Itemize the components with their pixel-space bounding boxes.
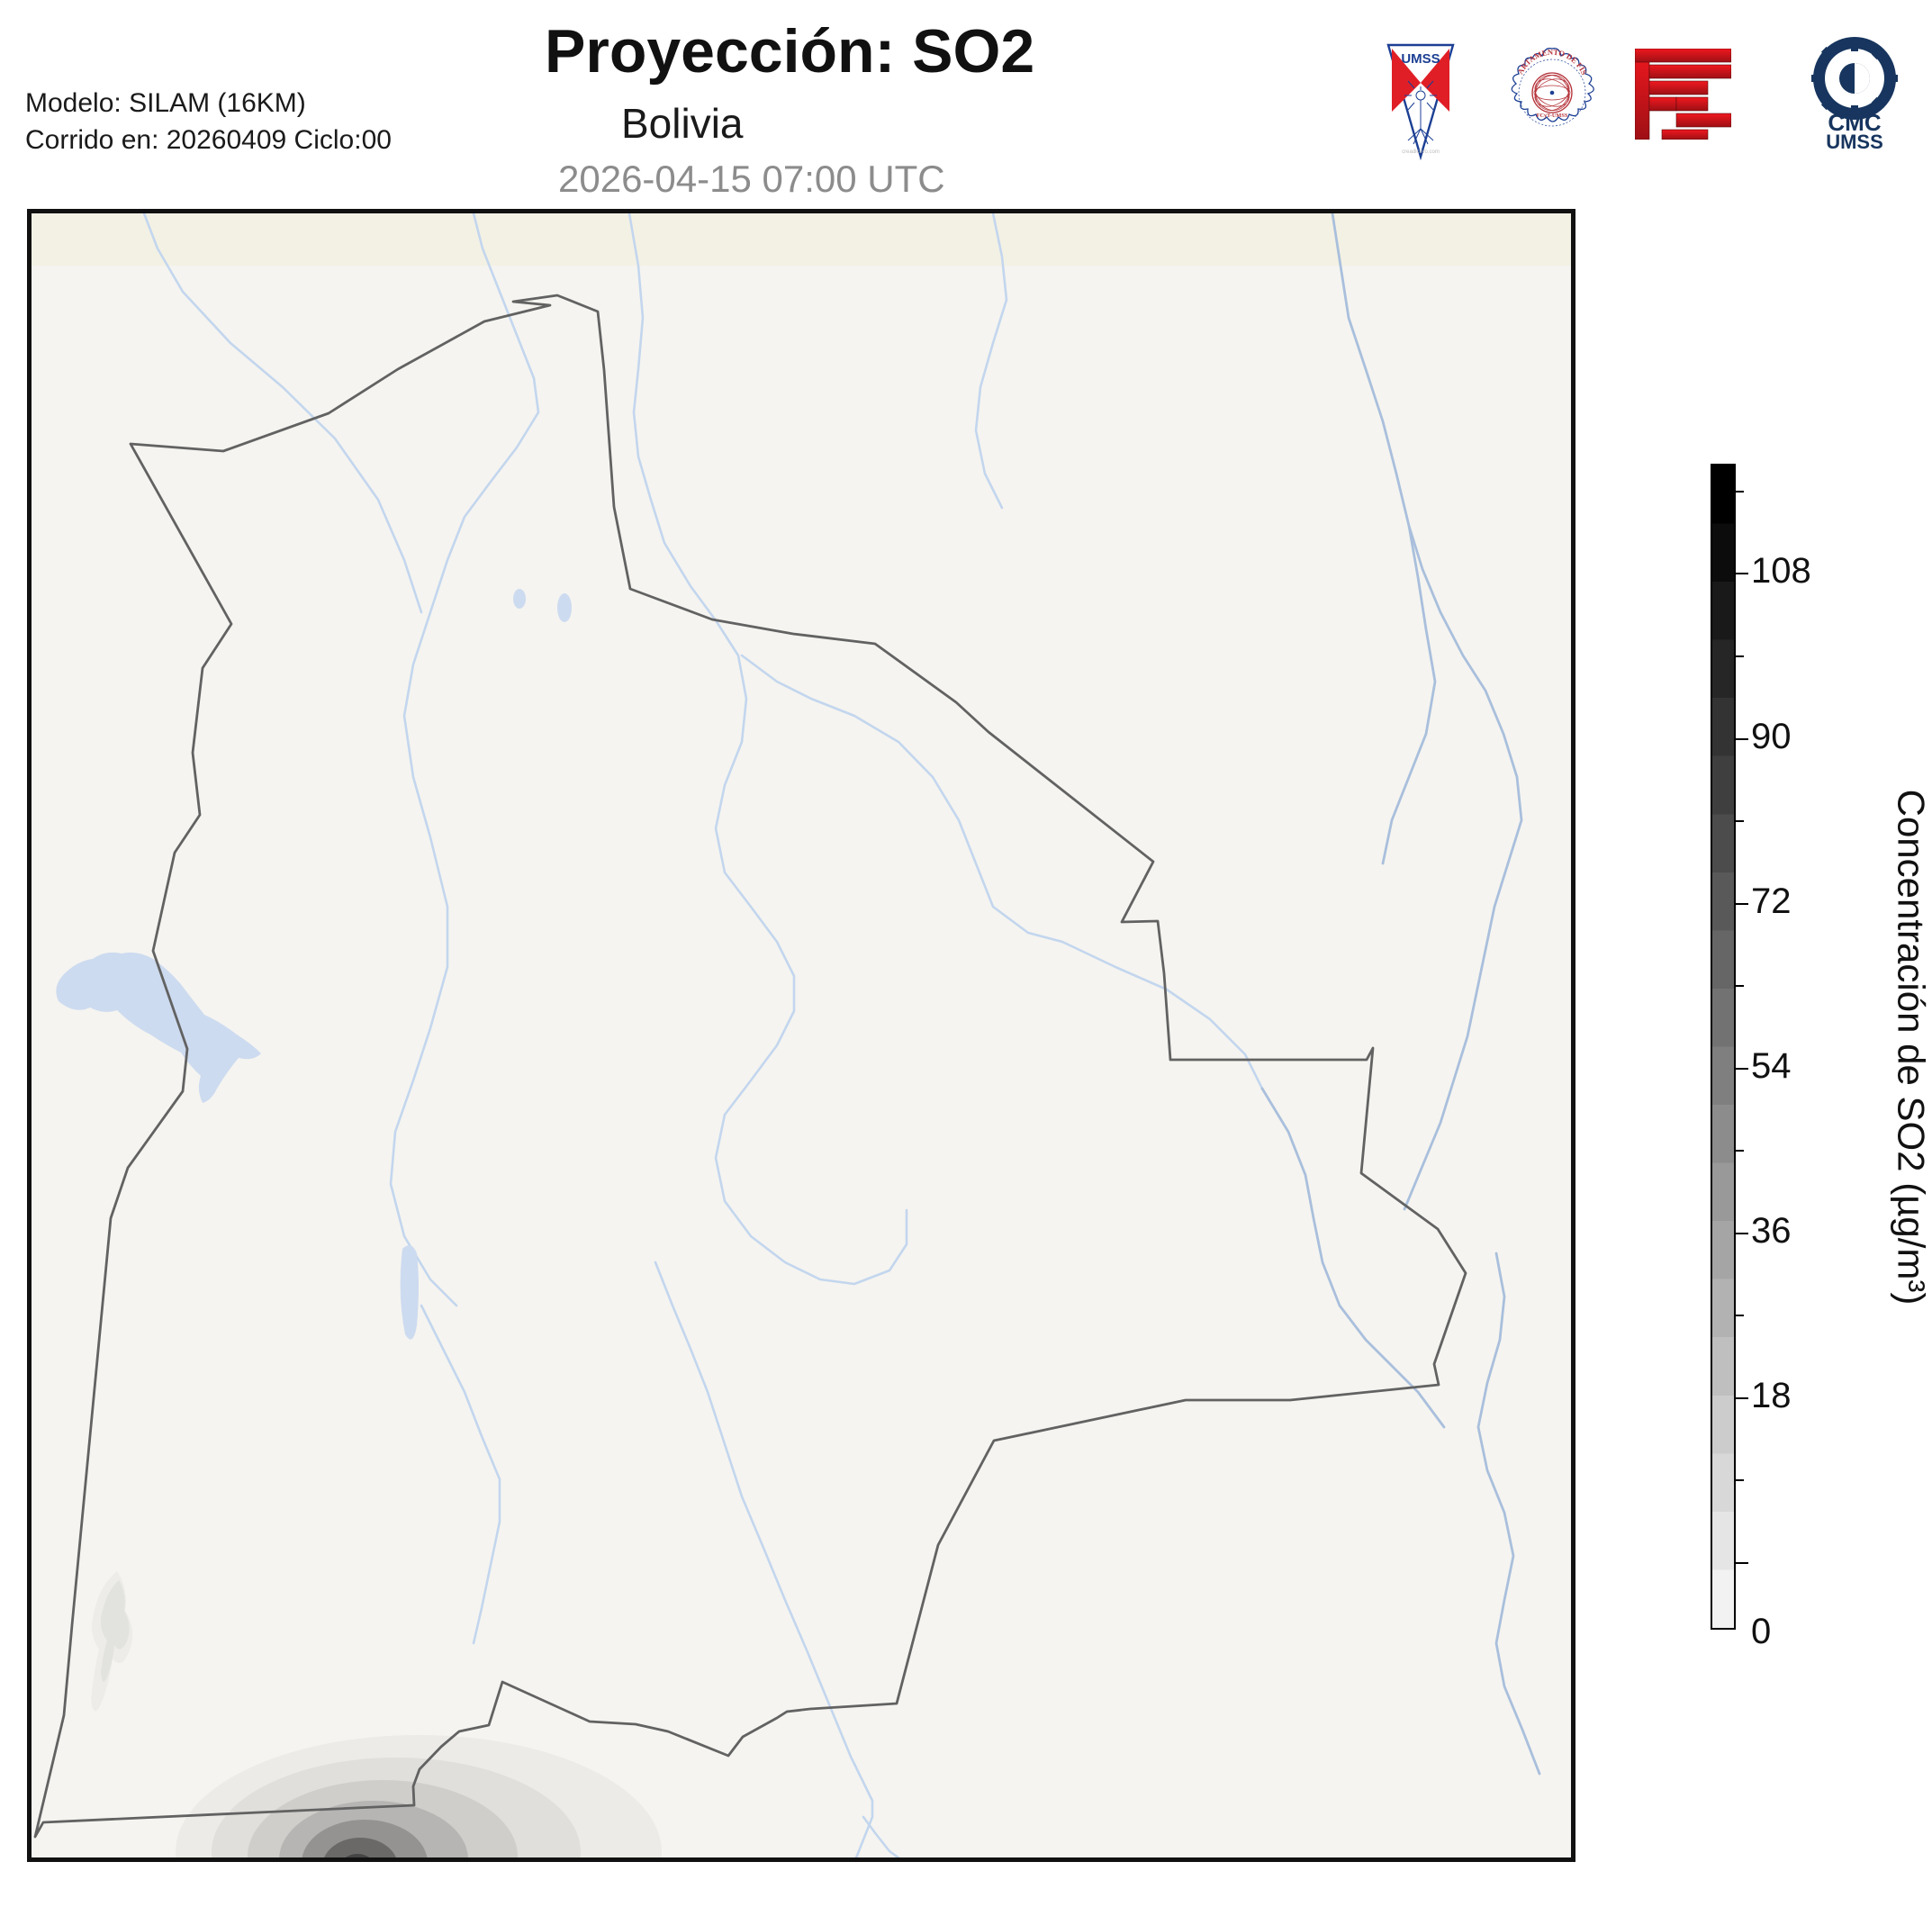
svg-text:creadictivo.com: creadictivo.com [1402,149,1440,155]
svg-text:UMSS: UMSS [1826,131,1883,149]
svg-text:FCyT-UMSS: FCyT-UMSS [1537,113,1568,119]
svg-text:UMSS: UMSS [1401,51,1440,67]
